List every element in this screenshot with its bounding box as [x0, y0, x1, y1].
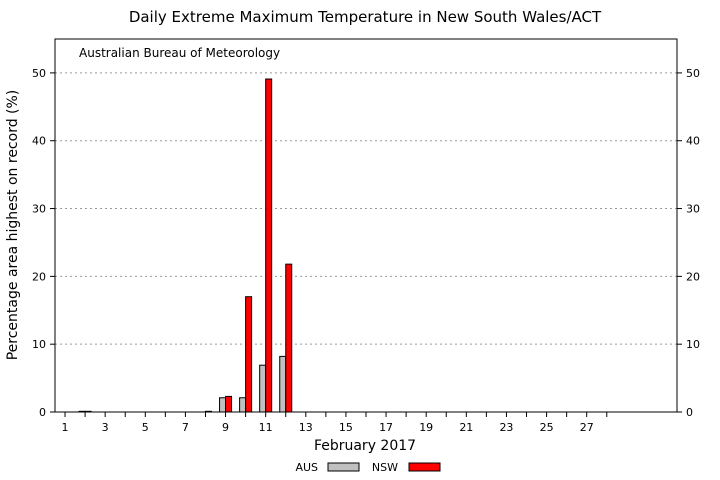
x-tick-label: 23 [499, 421, 513, 434]
y-tick-label-left: 0 [39, 406, 46, 419]
grid-lines [55, 72, 677, 345]
x-tick-label: 15 [339, 421, 353, 434]
x-tick-label: 13 [299, 421, 313, 434]
y-tick-label-right: 10 [686, 338, 700, 351]
bar-aus-day-10 [239, 397, 247, 413]
x-tick-label: 1 [62, 421, 69, 434]
legend: AUS NSW [295, 461, 441, 474]
chart-title: Daily Extreme Maximum Temperature in New… [129, 8, 602, 26]
y-tick-label-left: 20 [32, 270, 46, 283]
legend-swatch-nsw [408, 462, 441, 472]
bar-aus-day-12 [279, 355, 287, 413]
y-axis-left: 0 10 20 30 40 50 [32, 67, 55, 419]
x-tick-label: 17 [379, 421, 393, 434]
y-tick-label-left: 50 [32, 67, 46, 80]
x-tick-label: 27 [580, 421, 594, 434]
y-tick-label-left: 40 [32, 135, 46, 148]
bar-nsw-day-12 [285, 263, 293, 413]
y-tick-label-left: 30 [32, 203, 46, 216]
legend-label-aus: AUS [295, 461, 318, 474]
bars [78, 78, 293, 413]
x-tick-label: 21 [459, 421, 473, 434]
x-tick-label: 9 [222, 421, 229, 434]
legend-label-nsw: NSW [372, 461, 398, 474]
y-axis-right: 0 10 20 30 40 50 [677, 67, 700, 419]
x-tick-label: 3 [102, 421, 109, 434]
source-annotation: Australian Bureau of Meteorology [79, 46, 280, 60]
x-axis: 1 3 5 7 9 11 13 15 17 19 21 23 25 27 [62, 412, 608, 434]
bar-aus-day-9 [219, 397, 227, 413]
bar-nsw-day-9 [225, 395, 233, 413]
y-tick-label-right: 0 [686, 406, 693, 419]
y-tick-label-right: 40 [686, 135, 700, 148]
plot-frame [54, 38, 678, 413]
x-tick-label: 25 [540, 421, 554, 434]
x-tick-label: 5 [142, 421, 149, 434]
x-tick-label: 19 [419, 421, 433, 434]
y-tick-label-left: 10 [32, 338, 46, 351]
bar-nsw-day-10 [245, 296, 253, 413]
y-tick-label-right: 50 [686, 67, 700, 80]
y-axis-label: Percentage area highest on record (%) [5, 90, 21, 361]
y-tick-label-right: 20 [686, 270, 700, 283]
bar-aus-day-11 [259, 364, 267, 413]
x-tick-label: 7 [182, 421, 189, 434]
bar-nsw-day-11 [265, 78, 273, 413]
x-axis-label: February 2017 [314, 438, 416, 454]
x-tick-label: 11 [259, 421, 273, 434]
legend-swatch-aus [327, 462, 360, 472]
y-tick-label-right: 30 [686, 203, 700, 216]
